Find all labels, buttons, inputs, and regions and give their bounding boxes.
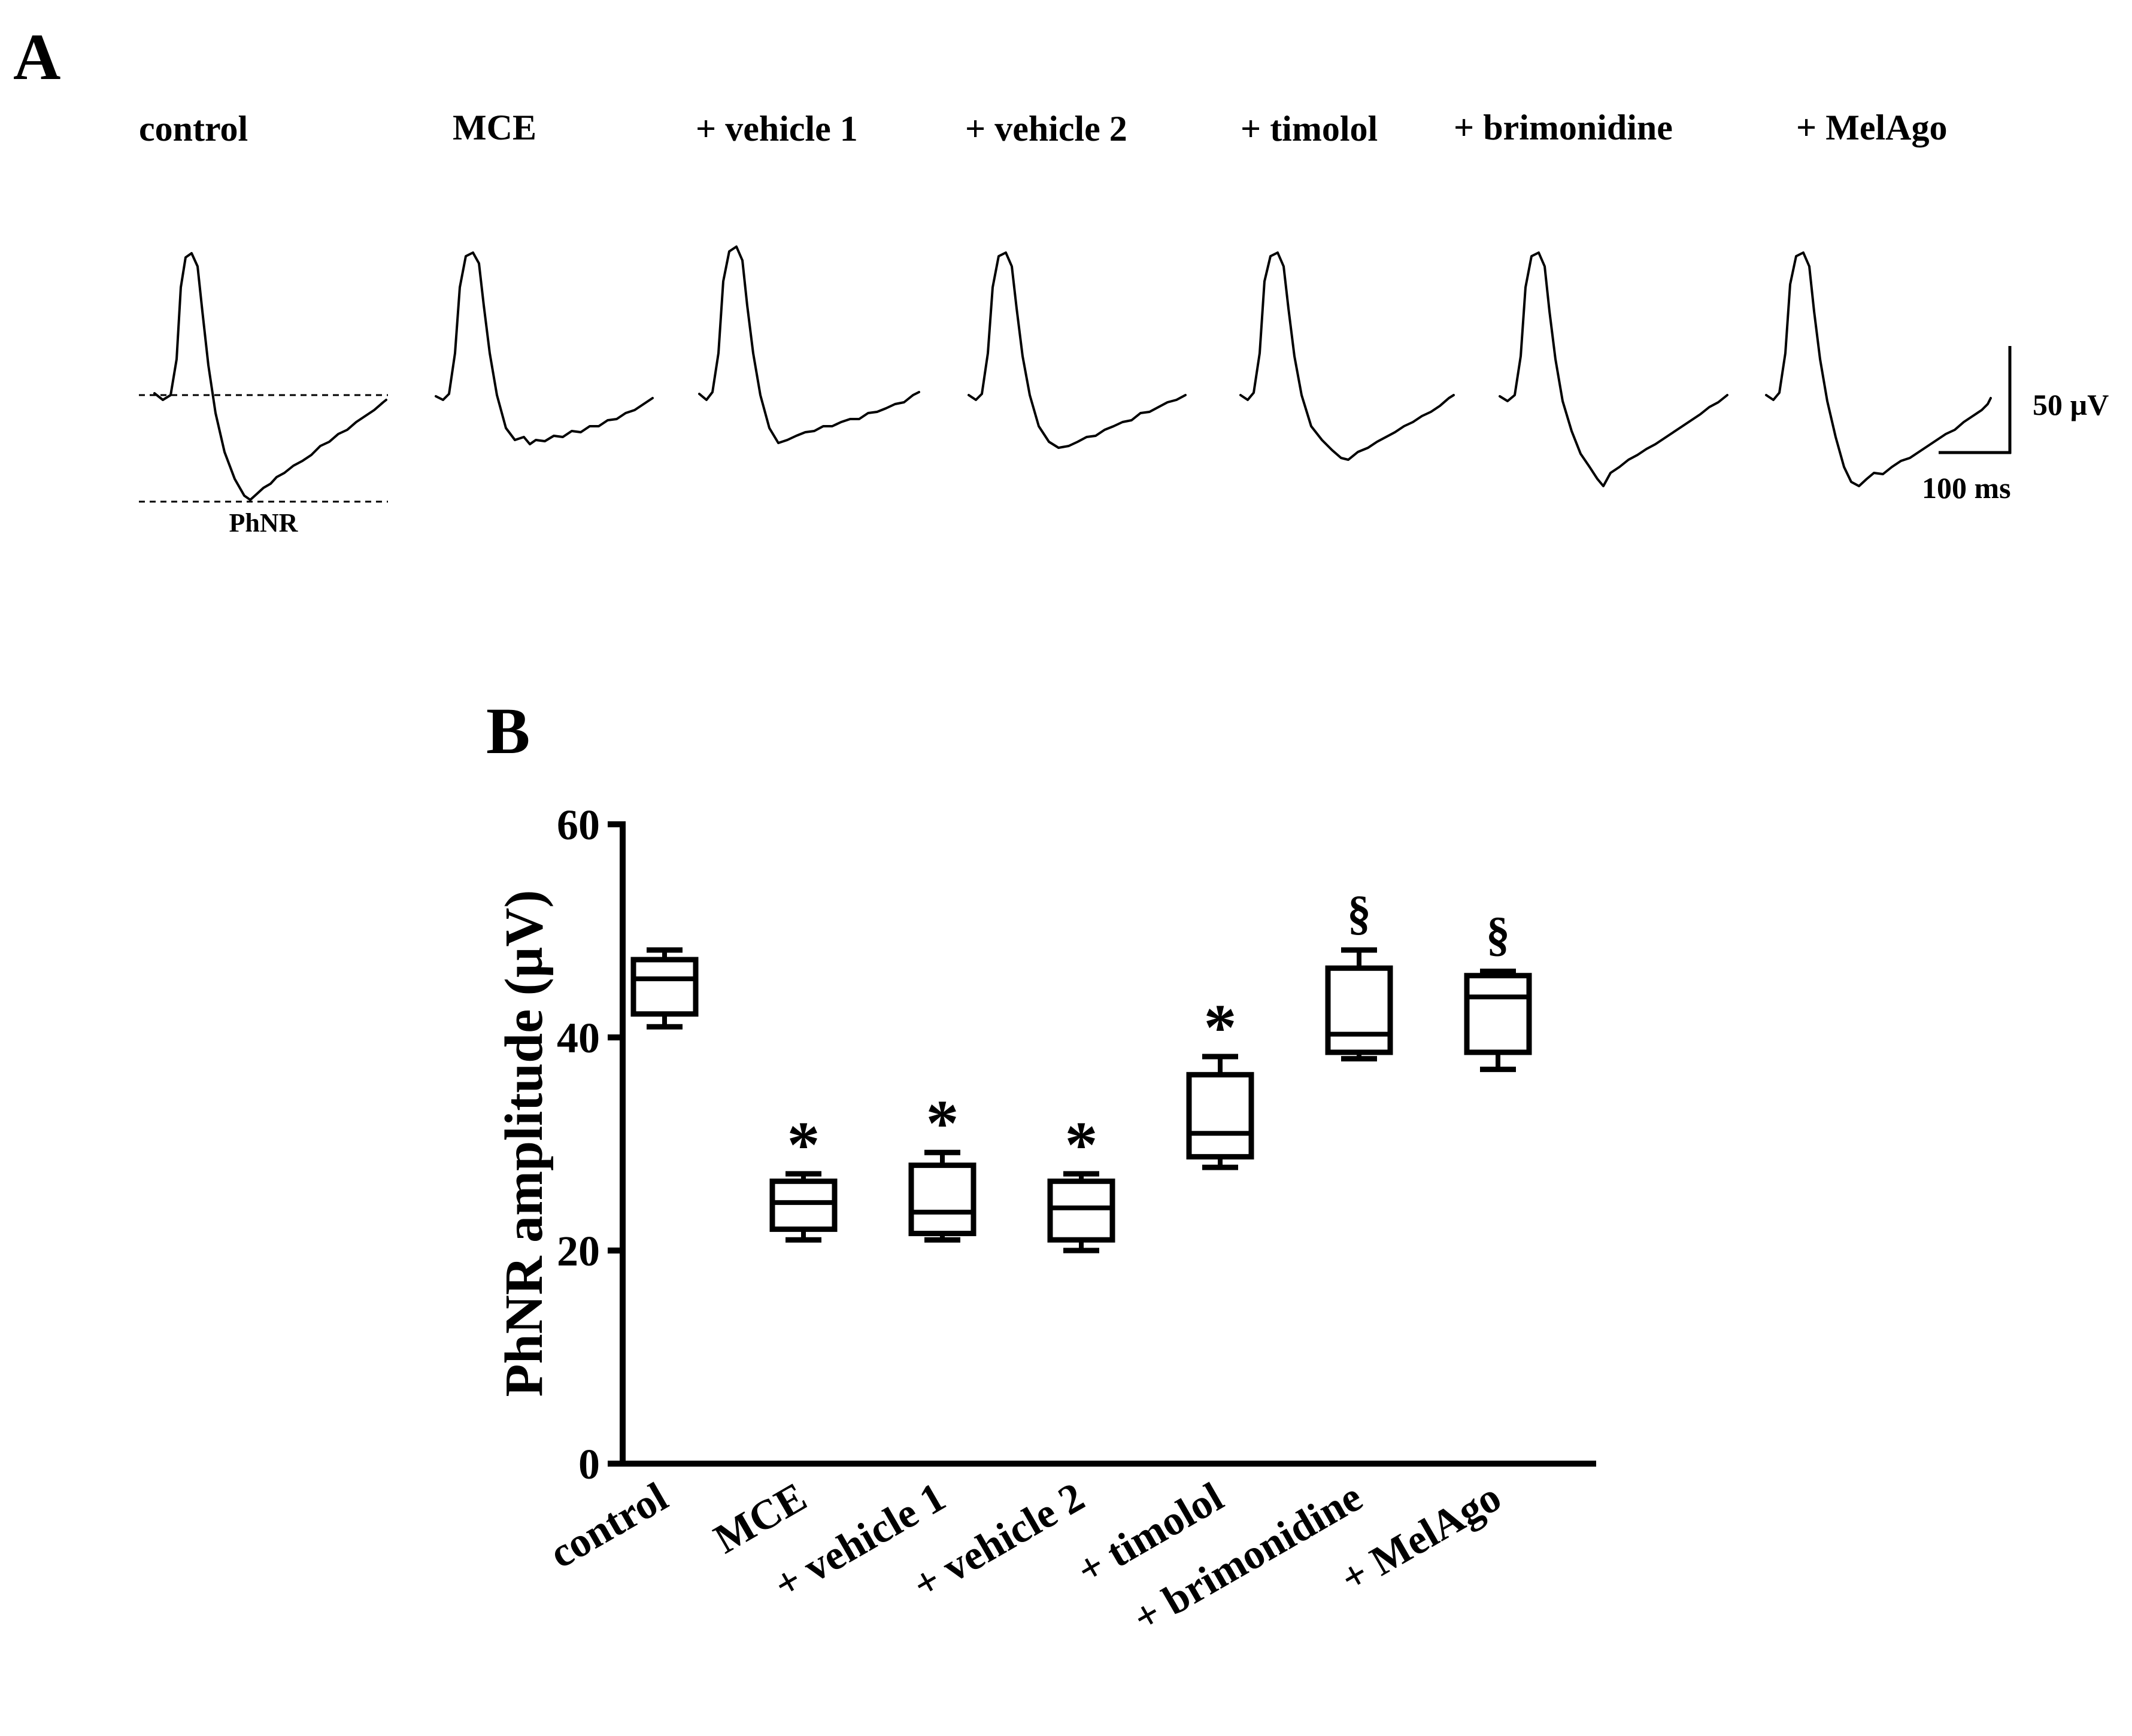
trace-labels: control MCE + vehicle 1 + vehicle 2 + ti… (139, 108, 1947, 148)
y-tick-label: 20 (557, 1227, 600, 1275)
panel-b-label: B (486, 694, 530, 767)
trace-label-brimonidine: + brimonidine (1454, 108, 1673, 147)
iqr-box (908, 1163, 976, 1237)
box-0 (630, 947, 699, 1030)
y-tick-label: 0 (578, 1440, 600, 1488)
trace-control (153, 252, 387, 501)
erg-traces (153, 245, 1992, 501)
phnr-label: PhNR (229, 508, 299, 538)
iqr-box (769, 1178, 838, 1232)
trace-timolol (1239, 251, 1455, 461)
iqr-box (1325, 965, 1393, 1055)
panel-a: A control MCE + vehicle 1 + vehicle 2 + … (13, 20, 2109, 538)
box-6: § (1464, 909, 1532, 1072)
boxes: * * * * § § (630, 887, 1532, 1254)
box-plot: PhNR amplitude (µV) 0 20 40 60 * * * * § § contr… (495, 801, 1596, 1641)
box-1: * (769, 1108, 838, 1243)
y-tick-label: 60 (557, 801, 600, 849)
iqr-box (1047, 1178, 1115, 1243)
x-tick-label: + MelAgo (1333, 1474, 1509, 1602)
scale-bar-amplitude-label: 50 µV (2033, 388, 2109, 421)
y-axis-label: PhNR amplitude (µV) (495, 890, 554, 1397)
trace-label-vehicle-2: + vehicle 2 (965, 109, 1127, 148)
y-tick-label: 40 (557, 1014, 600, 1062)
box-2: * (908, 1086, 976, 1243)
significance-star: * (787, 1108, 820, 1181)
significance-section-sign: § (1486, 909, 1510, 961)
x-tick-label: + brimonidine (1126, 1474, 1370, 1641)
trace-label-vehicle-1: + vehicle 1 (696, 109, 858, 148)
iqr-box (1464, 973, 1532, 1055)
trace-label-melago: + MelAgo (1796, 108, 1947, 147)
x-tick-label: control (542, 1474, 675, 1577)
panel-a-label: A (13, 20, 60, 93)
box-5: § (1325, 887, 1393, 1062)
trace-vehicle-1 (698, 245, 920, 444)
scale-bar-time-label: 100 ms (1922, 471, 2011, 505)
significance-star: * (1204, 991, 1237, 1064)
box-3: * (1047, 1108, 1115, 1254)
significance-section-sign: § (1347, 887, 1371, 940)
iqr-box (1186, 1072, 1254, 1160)
trace-vehicle-2 (968, 251, 1187, 449)
trace-label-control: control (139, 109, 248, 148)
panel-b: B PhNR amplitude (µV) 0 20 40 60 * * * * § § con… (486, 694, 1596, 1641)
scale-bar: 50 µV 100 ms (1922, 346, 2109, 505)
trace-label-mce: MCE (453, 108, 536, 147)
x-tick-labels: control MCE+ vehicle 1+ vehicle 2+ timolo… (542, 1474, 1509, 1641)
trace-melago (1765, 251, 1992, 487)
y-ticks: 0 20 40 60 (557, 801, 626, 1488)
trace-mce (435, 251, 654, 445)
iqr-box (630, 957, 699, 1017)
trace-label-timolol: + timolol (1241, 109, 1378, 148)
trace-brimonidine (1499, 251, 1728, 487)
x-tick-label: MCE (706, 1474, 814, 1562)
significance-star: * (1065, 1108, 1098, 1181)
box-4: * (1186, 991, 1254, 1170)
significance-star: * (926, 1086, 959, 1160)
